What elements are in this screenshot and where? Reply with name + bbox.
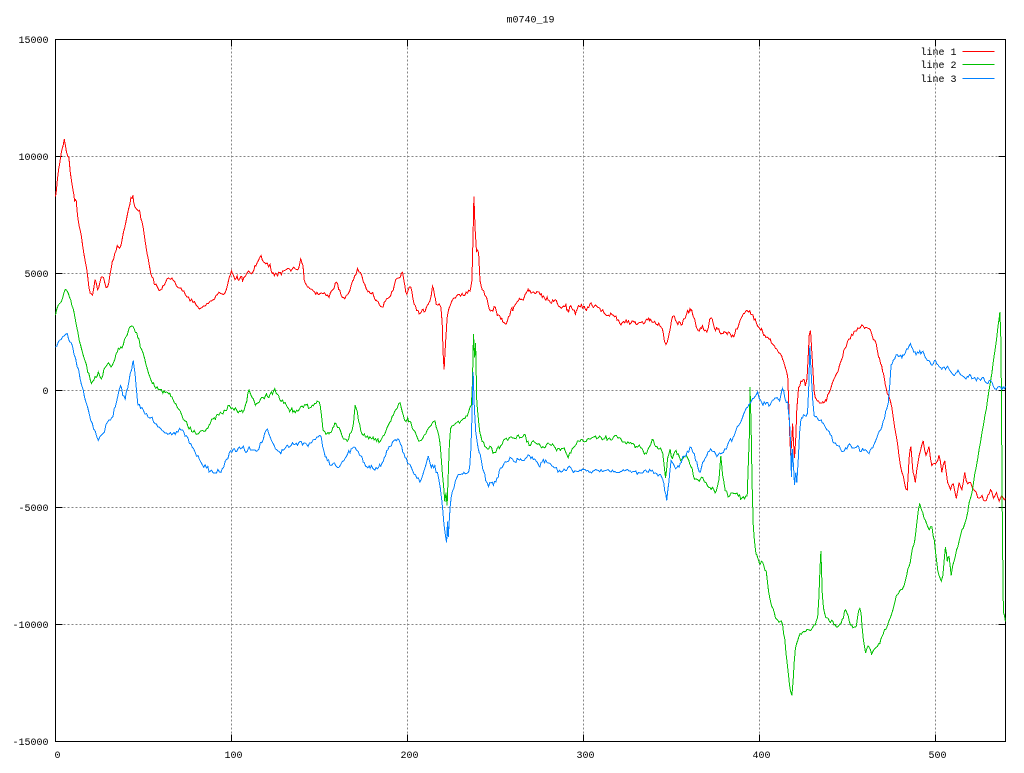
svg-text:-15000: -15000	[12, 738, 48, 749]
svg-text:0: 0	[42, 387, 48, 398]
svg-text:-10000: -10000	[12, 621, 48, 632]
svg-text:m0740_19: m0740_19	[506, 16, 554, 27]
svg-text:300: 300	[576, 751, 594, 762]
svg-text:-5000: -5000	[18, 504, 48, 515]
svg-text:line 3: line 3	[920, 74, 956, 86]
svg-text:0: 0	[54, 751, 60, 762]
svg-text:100: 100	[224, 751, 242, 762]
svg-text:500: 500	[928, 751, 946, 762]
svg-text:400: 400	[752, 751, 770, 762]
svg-text:10000: 10000	[18, 153, 48, 164]
svg-text:5000: 5000	[24, 270, 48, 281]
svg-text:line 1: line 1	[920, 47, 956, 59]
svg-text:200: 200	[400, 751, 418, 762]
svg-text:15000: 15000	[18, 36, 48, 47]
svg-text:line 2: line 2	[920, 60, 956, 72]
